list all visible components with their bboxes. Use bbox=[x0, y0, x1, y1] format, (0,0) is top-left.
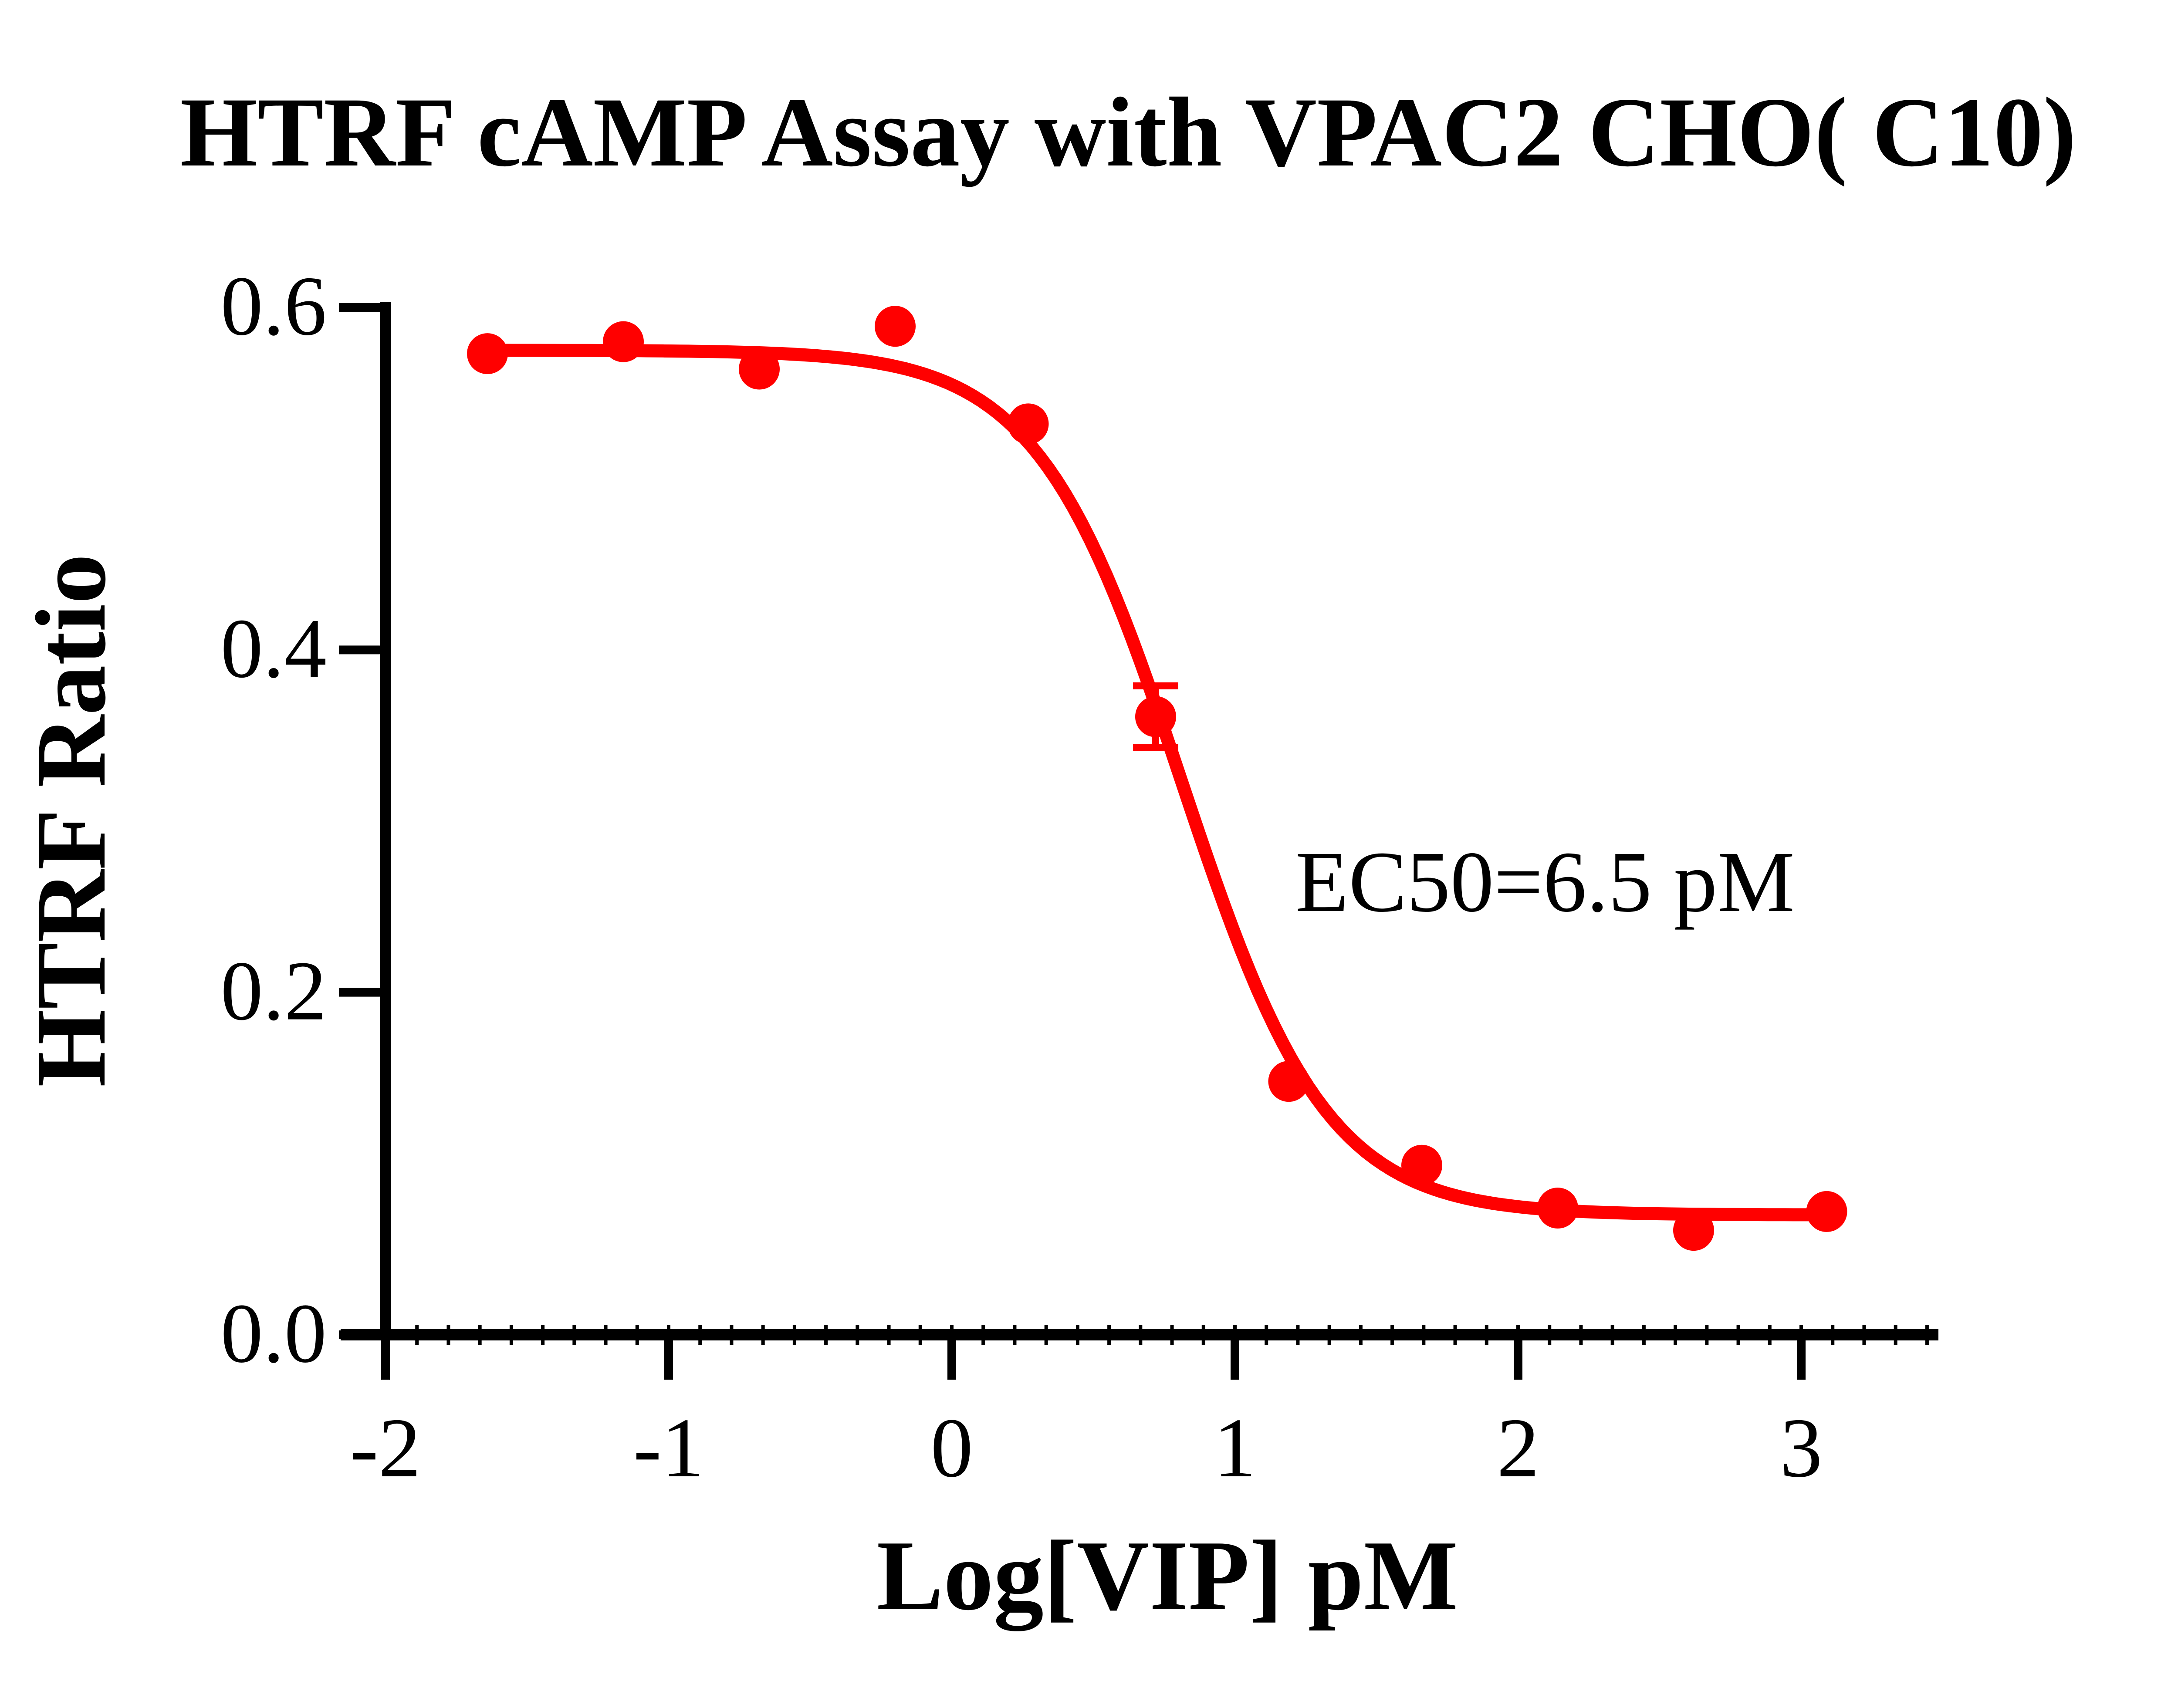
x-axis-tick-label: -1 bbox=[633, 1401, 704, 1495]
fit-curve bbox=[481, 344, 1833, 1222]
data-point bbox=[1268, 1061, 1309, 1102]
y-axis-tick-label: 0.0 bbox=[220, 1286, 327, 1381]
ec50-annotation: EC50=6.5 pM bbox=[1295, 834, 1795, 930]
data-point bbox=[1008, 403, 1049, 445]
data-point bbox=[1537, 1188, 1578, 1229]
x-axis-title: Log[VIP] pM bbox=[876, 1520, 1458, 1631]
y-axis-tick-label: 0.6 bbox=[220, 259, 327, 353]
data-point bbox=[875, 306, 916, 347]
y-axis-title: HTRF Ratio bbox=[15, 554, 126, 1087]
x-axis-tick-label: 2 bbox=[1497, 1401, 1539, 1495]
plot-group bbox=[467, 306, 1847, 1251]
x-axis-tick-label: -2 bbox=[350, 1401, 421, 1495]
x-axis-tick-label: 0 bbox=[930, 1401, 973, 1495]
data-point bbox=[1806, 1191, 1847, 1232]
y-axis-tick-label: 0.4 bbox=[220, 601, 327, 695]
x-axis-tick-label: 3 bbox=[1780, 1401, 1823, 1495]
axes-group: 0.0 0.2 0.4 0.6 -2 -1 0 1 2 3 bbox=[220, 259, 1938, 1495]
data-point bbox=[1135, 696, 1176, 737]
data-point bbox=[467, 333, 508, 375]
data-point bbox=[603, 321, 644, 362]
data-point bbox=[1401, 1144, 1442, 1186]
data-point bbox=[739, 348, 780, 390]
y-axis-tick-label: 0.2 bbox=[220, 944, 327, 1038]
x-axis-tick-label: 1 bbox=[1214, 1401, 1256, 1495]
chart-title: HTRF cAMP Assay with VPAC2 CHO( C10) bbox=[180, 78, 2077, 187]
data-point bbox=[1673, 1210, 1714, 1251]
